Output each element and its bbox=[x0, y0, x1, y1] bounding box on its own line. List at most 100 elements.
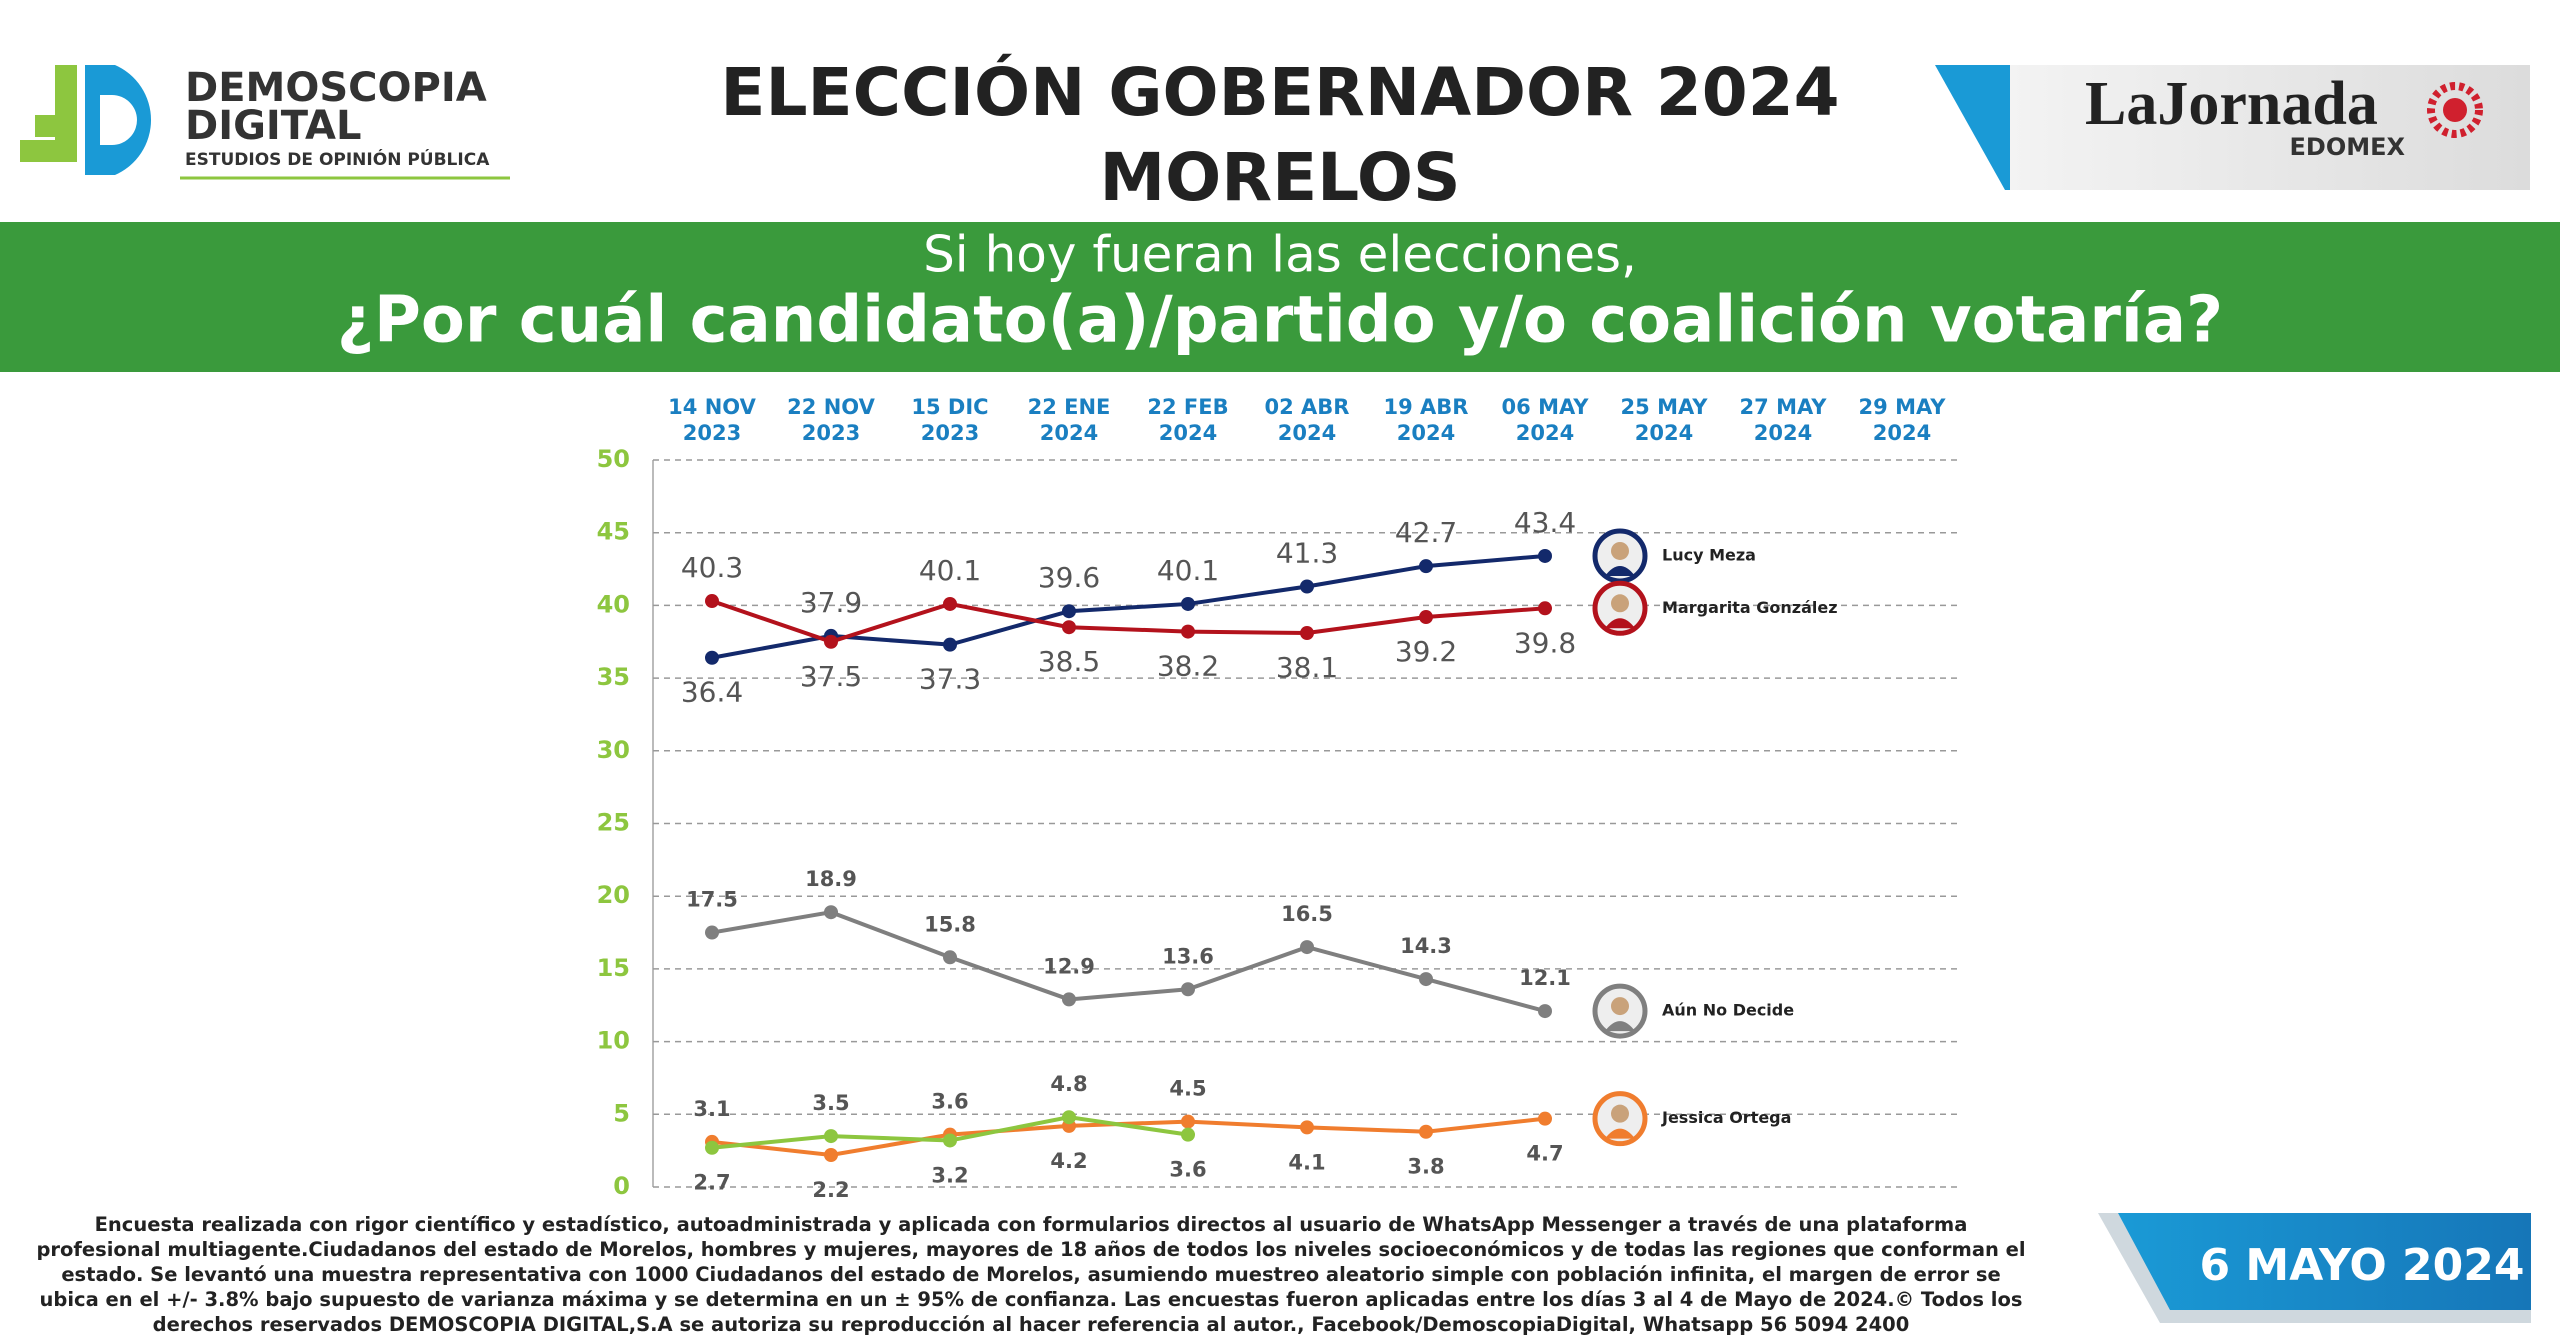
logo-mark bbox=[20, 65, 152, 175]
value-label: 37.5 bbox=[800, 660, 862, 693]
y-tick-label: 0 bbox=[613, 1172, 630, 1200]
y-tick-label: 25 bbox=[597, 809, 630, 837]
legend-icon-body bbox=[1605, 1021, 1635, 1032]
legend-label: Lucy Meza bbox=[1662, 545, 1756, 564]
x-tick-label: 27 MAY 2024 bbox=[1739, 395, 1827, 445]
footer-note: Encuesta realizada con rigor científico … bbox=[36, 1213, 2026, 1336]
point bbox=[1062, 620, 1076, 635]
legend-label: Aún No Decide bbox=[1662, 1001, 1794, 1020]
value-label: 3.1 bbox=[693, 1097, 730, 1121]
y-tick-label: 50 bbox=[597, 445, 630, 473]
point bbox=[1300, 1120, 1314, 1135]
point bbox=[705, 650, 719, 665]
partner-sun bbox=[2427, 82, 2483, 138]
y-tick-label: 30 bbox=[597, 736, 630, 764]
value-label: 2.2 bbox=[812, 1178, 849, 1202]
point bbox=[1538, 601, 1552, 616]
point bbox=[1181, 982, 1195, 997]
series-line bbox=[711, 1116, 1546, 1158]
value-label: 15.8 bbox=[924, 912, 976, 936]
point bbox=[824, 1129, 838, 1144]
legend-label: Jessica Ortega bbox=[1661, 1108, 1791, 1127]
legend-icon-face bbox=[1611, 541, 1629, 560]
value-label: 4.8 bbox=[1050, 1072, 1087, 1096]
x-tick-label: 29 MAY 2024 bbox=[1858, 395, 1946, 445]
point bbox=[1419, 972, 1433, 987]
value-label: 40.1 bbox=[1157, 554, 1219, 587]
y-tick-label: 35 bbox=[597, 663, 630, 691]
value-label: 39.2 bbox=[1395, 635, 1457, 668]
point bbox=[705, 925, 719, 940]
legend-label: Margarita González bbox=[1662, 598, 1838, 617]
value-label: 4.1 bbox=[1288, 1150, 1325, 1174]
point bbox=[1538, 548, 1552, 563]
banner-line: ¿Por cuál candidato(a)/partido y/o coali… bbox=[337, 284, 2223, 358]
point bbox=[1181, 1127, 1195, 1142]
point bbox=[824, 1148, 838, 1163]
y-tick-label: 10 bbox=[597, 1027, 630, 1055]
point bbox=[1062, 1110, 1076, 1125]
point bbox=[1062, 604, 1076, 619]
series-line bbox=[711, 599, 1546, 644]
point bbox=[943, 1133, 957, 1148]
point bbox=[824, 905, 838, 920]
partner-name: LaJornada bbox=[2085, 70, 2378, 138]
value-label: 16.5 bbox=[1281, 902, 1333, 926]
value-label: 39.6 bbox=[1038, 561, 1100, 594]
value-label: 13.6 bbox=[1162, 944, 1214, 968]
x-tick-label: 06 MAY 2024 bbox=[1501, 395, 1589, 445]
partner-region: EDOMEX bbox=[2290, 133, 2406, 161]
title: MORELOS bbox=[1099, 139, 1460, 216]
value-label: 39.8 bbox=[1514, 626, 1576, 659]
value-label: 42.7 bbox=[1395, 516, 1457, 549]
legend-icon-body bbox=[1605, 565, 1635, 576]
point bbox=[1181, 1114, 1195, 1129]
value-label: 36.4 bbox=[681, 676, 743, 709]
logo-name: DEMOSCOPIA bbox=[185, 65, 487, 111]
banner-line: Si hoy fueran las elecciones, bbox=[923, 226, 1637, 284]
x-tick-label: 14 NOV 2023 bbox=[668, 395, 756, 445]
value-label: 12.1 bbox=[1519, 966, 1571, 990]
value-label: 12.9 bbox=[1043, 954, 1095, 978]
point bbox=[943, 950, 957, 965]
date-box bbox=[2118, 1213, 2531, 1310]
legend-icon-body bbox=[1605, 1128, 1635, 1139]
value-label: 40.3 bbox=[681, 551, 743, 584]
point bbox=[1538, 1004, 1552, 1019]
legend-icon-body bbox=[1605, 618, 1635, 629]
point bbox=[943, 637, 957, 652]
series-line bbox=[711, 910, 1546, 1014]
x-tick-label: 22 NOV 2023 bbox=[787, 395, 875, 445]
logo-name: DIGITAL bbox=[185, 103, 361, 149]
point bbox=[1181, 596, 1195, 611]
point bbox=[705, 594, 719, 609]
y-tick-label: 15 bbox=[597, 954, 630, 982]
x-tick-label: 02 ABR 2024 bbox=[1264, 395, 1350, 445]
value-label: 3.6 bbox=[1169, 1158, 1206, 1182]
value-label: 37.9 bbox=[800, 586, 862, 619]
legend-icon-face bbox=[1611, 594, 1629, 613]
point bbox=[1538, 1111, 1552, 1126]
y-tick-label: 20 bbox=[597, 881, 630, 909]
value-label: 17.5 bbox=[686, 888, 738, 912]
partner-sun bbox=[2443, 98, 2467, 122]
value-label: 43.4 bbox=[1514, 506, 1576, 539]
value-label: 4.5 bbox=[1169, 1077, 1206, 1101]
y-tick-label: 45 bbox=[597, 518, 630, 546]
logo-tagline: ESTUDIOS DE OPINIÓN PÚBLICA bbox=[185, 148, 490, 170]
value-label: 3.8 bbox=[1407, 1155, 1444, 1179]
point bbox=[943, 596, 957, 611]
value-label: 41.3 bbox=[1276, 536, 1338, 569]
value-label: 14.3 bbox=[1400, 934, 1452, 958]
value-label: 4.2 bbox=[1050, 1149, 1087, 1173]
point bbox=[705, 1140, 719, 1155]
legend-icon-face bbox=[1611, 1104, 1629, 1123]
value-label: 38.1 bbox=[1276, 651, 1338, 684]
x-tick-label: 22 FEB 2024 bbox=[1147, 395, 1229, 445]
y-tick-label: 40 bbox=[597, 590, 630, 618]
date: 6 MAYO 2024 bbox=[2199, 1240, 2524, 1291]
x-tick-label: 15 DIC 2023 bbox=[911, 395, 989, 445]
point bbox=[1181, 624, 1195, 639]
